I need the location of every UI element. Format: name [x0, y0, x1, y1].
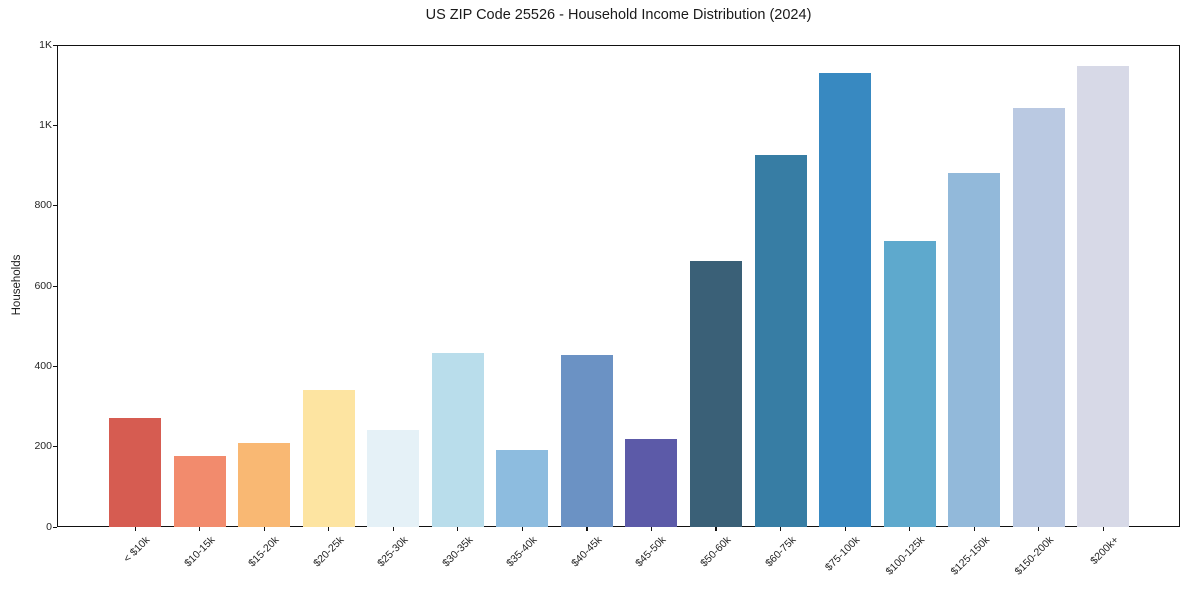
- x-tick-mark: [1038, 527, 1040, 531]
- x-tick-label: $150-200k: [1012, 534, 1057, 578]
- x-tick-label: $125-150k: [948, 534, 992, 578]
- x-tick-mark: [586, 527, 588, 531]
- x-tick-mark: [134, 527, 136, 531]
- x-tick-label: $20-25k: [310, 534, 347, 570]
- x-tick-mark: [650, 527, 653, 531]
- bar-$60-75k: [754, 155, 807, 527]
- y-tick-label: 0: [46, 520, 52, 533]
- x-tick-mark: [521, 527, 523, 531]
- x-tick-label: < $10k: [121, 534, 153, 565]
- x-tick-label: $60-75k: [762, 534, 798, 570]
- x-tick-label: $50-60k: [698, 534, 734, 570]
- y-tick-mark: [53, 124, 57, 127]
- bar-< $10k: [109, 417, 161, 527]
- x-tick-mark: [1102, 527, 1104, 531]
- x-tick-label: $25-30k: [375, 534, 411, 570]
- x-tick-label: $35-40k: [504, 534, 540, 570]
- x-tick-mark: [844, 527, 846, 531]
- bar-$35-40k: [496, 449, 549, 527]
- bar-$20-25k: [302, 389, 355, 527]
- y-tick-mark: [53, 44, 57, 46]
- bar-$150-200k: [1012, 108, 1065, 527]
- bar-$15-20k: [238, 443, 291, 527]
- x-tick-mark: [457, 527, 459, 531]
- x-tick-mark: [263, 527, 265, 531]
- x-tick-mark: [328, 527, 330, 531]
- x-tick-label: $10-15k: [181, 534, 218, 570]
- y-tick-label: 1K: [39, 38, 52, 51]
- x-tick-label: $15-20k: [246, 534, 282, 570]
- x-tick-label: $40-45k: [569, 534, 605, 570]
- bar-$75-100k: [819, 73, 872, 527]
- bar-$45-50k: [625, 438, 678, 527]
- y-tick-mark: [53, 526, 57, 528]
- x-tick-label: $75-100k: [823, 534, 863, 574]
- x-tick-mark: [973, 527, 975, 531]
- y-tick-label: 800: [34, 199, 52, 212]
- x-tick-mark: [199, 527, 201, 531]
- bar-$30-35k: [431, 353, 484, 527]
- y-tick-mark: [53, 365, 57, 368]
- x-tick-mark: [392, 527, 394, 531]
- y-axis-label: Households: [11, 254, 23, 316]
- y-tick-mark: [53, 285, 57, 287]
- y-tick-label: 200: [34, 440, 52, 453]
- bar-$10-15k: [173, 455, 226, 527]
- y-tick-label: 400: [34, 359, 52, 372]
- chart-title: US ZIP Code 25526 - Household Income Dis…: [425, 7, 812, 23]
- x-tick-mark: [780, 527, 782, 531]
- x-tick-mark: [909, 527, 911, 531]
- y-tick-label: 1K: [39, 118, 52, 131]
- bar-$50-60k: [689, 261, 742, 527]
- x-tick-label: $200k+: [1087, 534, 1121, 568]
- y-tick-label: 600: [34, 279, 52, 292]
- y-tick-mark: [53, 446, 57, 448]
- bar-$200k+: [1077, 65, 1130, 527]
- x-tick-label: $30-35k: [439, 534, 476, 570]
- bar-$100-125k: [883, 241, 936, 527]
- y-tick-mark: [53, 205, 57, 207]
- bar-$40-45k: [560, 355, 613, 527]
- x-tick-mark: [715, 527, 717, 531]
- bar-$25-30k: [367, 429, 420, 527]
- x-tick-label: $100-125k: [883, 534, 928, 578]
- x-tick-label: $45-50k: [633, 534, 669, 570]
- bar-$125-150k: [948, 173, 1001, 527]
